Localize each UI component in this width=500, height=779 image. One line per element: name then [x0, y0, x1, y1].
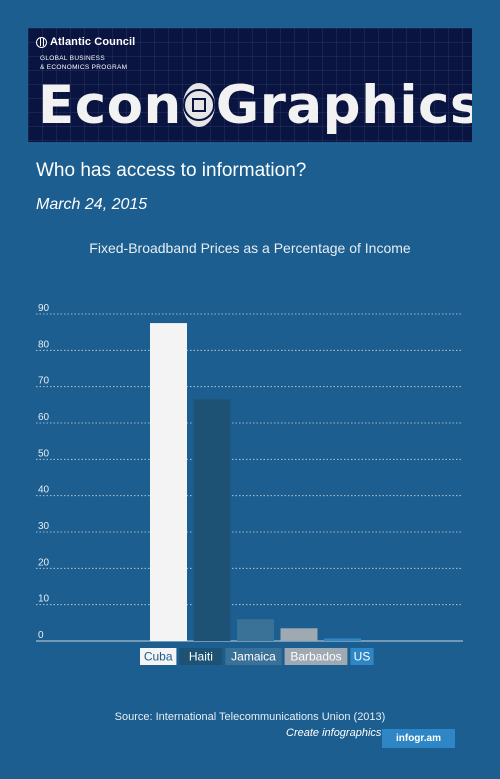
category-label: Jamaica: [231, 650, 276, 664]
category-label-chip: [350, 648, 374, 665]
bar[interactable]: [280, 628, 318, 641]
bar[interactable]: [150, 323, 187, 641]
brand-right: Graphics: [215, 74, 472, 136]
category-label-chip: [179, 648, 223, 665]
brand-wordmark: Econ Graphics: [38, 70, 472, 140]
y-tick-label: 50: [38, 448, 50, 459]
org-name: Atlantic Council: [50, 36, 136, 48]
program-line-2: & ECONOMICS PROGRAM: [40, 63, 128, 71]
category-label: Barbados: [290, 650, 341, 664]
bar[interactable]: [324, 638, 361, 641]
bar-chart: 0 10 20 30 40 50 60 70 80 90 Cuba Haiti Jamaica Barba…: [36, 303, 463, 665]
bar[interactable]: [237, 619, 274, 641]
page-title: Who has access to information?: [36, 160, 307, 181]
y-tick-label: 20: [38, 557, 50, 568]
org-logo[interactable]: Atlantic Council: [36, 36, 135, 48]
category-label-chip: [225, 648, 282, 665]
y-tick-label: 90: [38, 303, 50, 314]
chart-title: Fixed-Broadband Prices as a Percentage o…: [89, 240, 411, 256]
y-tick-label: 10: [38, 594, 50, 605]
seal-icon: [182, 83, 215, 127]
globe-icon: [36, 36, 47, 48]
brand-left: Econ: [38, 74, 182, 136]
y-tick-label: 70: [38, 376, 50, 387]
y-tick-label: 40: [38, 485, 50, 496]
program-line-1: GLOBAL BUSINESS: [40, 55, 105, 62]
header-banner: Atlantic Council GLOBAL BUSINESS & ECONO…: [28, 28, 472, 142]
y-tick-label: 80: [38, 339, 50, 350]
create-infographics-link[interactable]: Create infographics: [286, 727, 382, 739]
infogram-badge[interactable]: infogr.am: [382, 729, 455, 748]
source-note: Source: International Telecommunications…: [114, 711, 386, 723]
y-tick-label: 30: [38, 521, 50, 532]
category-label-chip: [284, 648, 348, 665]
category-label: Haiti: [189, 650, 213, 664]
program-name: GLOBAL BUSINESS & ECONOMICS PROGRAM: [40, 55, 127, 72]
category-label: US: [354, 650, 371, 664]
y-tick-label: 60: [38, 412, 50, 423]
category-label-chip: [140, 648, 177, 665]
publish-date: March 24, 2015: [36, 196, 148, 213]
bar[interactable]: [193, 399, 231, 641]
y-tick-label: 0: [38, 630, 44, 641]
category-label: Cuba: [144, 650, 173, 664]
